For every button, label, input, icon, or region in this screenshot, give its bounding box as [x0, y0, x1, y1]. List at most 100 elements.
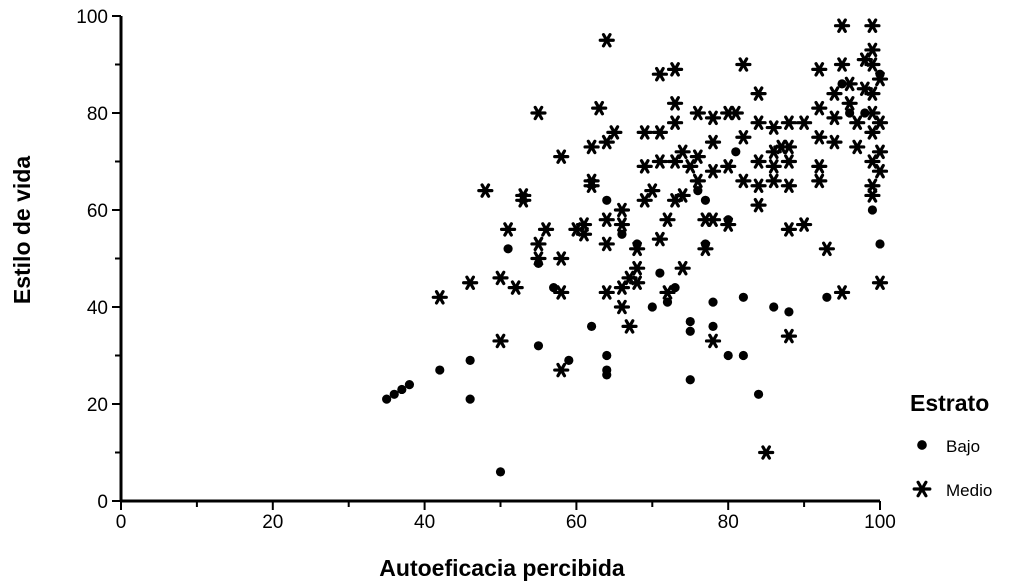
data-point-medio: [795, 217, 813, 232]
data-points: [382, 18, 889, 477]
data-point-medio: [864, 86, 881, 101]
data-point-medio: [780, 222, 798, 237]
data-point-medio: [613, 217, 631, 232]
data-point-medio: [462, 275, 479, 290]
data-point-medio: [811, 173, 828, 189]
data-point-medio: [674, 188, 691, 203]
data-point-medio: [674, 260, 691, 276]
data-point-medio: [553, 251, 570, 266]
data-point-medio: [477, 183, 494, 198]
y-axis-title: Estilo de vida: [9, 156, 35, 304]
data-point-medio: [735, 130, 752, 145]
data-point-medio: [704, 333, 722, 349]
data-point-medio: [613, 299, 631, 315]
axes: [119, 16, 880, 503]
data-point-medio: [431, 290, 448, 305]
y-axis-ticks: 0 20 40 60 80 100: [76, 7, 121, 513]
data-point-medio: [704, 163, 722, 179]
data-point-medio: [553, 362, 570, 378]
data-point-medio: [613, 280, 631, 295]
data-point-medio: [598, 134, 615, 150]
data-point-medio: [651, 231, 668, 247]
data-point-medio: [864, 125, 881, 140]
data-point-bajo: [382, 394, 392, 404]
data-point-medio: [636, 159, 653, 174]
legend-marker: [912, 480, 932, 498]
data-point-bajo: [495, 467, 506, 477]
data-point-medio: [530, 105, 547, 121]
legend-title: Estrato: [910, 390, 989, 416]
data-point-medio: [849, 139, 866, 155]
data-point-medio: [811, 159, 828, 174]
data-point-medio: [841, 96, 858, 111]
data-point-bajo: [822, 292, 832, 302]
data-point-bajo: [404, 380, 415, 390]
data-point-medio: [629, 260, 646, 276]
data-point-bajo: [586, 321, 597, 331]
data-point-medio: [666, 115, 684, 130]
data-point-medio: [651, 66, 668, 82]
data-point-medio: [636, 125, 653, 140]
data-point-bajo: [670, 283, 680, 293]
data-point-medio: [864, 57, 881, 72]
data-point-medio: [833, 18, 851, 33]
data-point-medio: [682, 159, 699, 174]
data-point-bajo: [435, 365, 445, 375]
data-point-medio: [629, 275, 646, 290]
x-axis-ticks: 0 20 40 60 80 100: [116, 501, 896, 533]
data-point-medio: [871, 144, 889, 160]
y-tick-label: 0: [97, 492, 108, 513]
data-point-medio: [499, 222, 517, 237]
data-point-bajo: [738, 292, 748, 302]
data-point-bajo: [389, 389, 399, 399]
data-point-medio: [780, 154, 798, 169]
data-point-medio: [720, 217, 737, 232]
data-point-medio: [871, 115, 889, 130]
y-tick-label: 80: [87, 104, 108, 125]
data-point-medio: [583, 139, 600, 155]
data-point-medio: [583, 173, 600, 189]
data-point-medio: [826, 134, 843, 150]
data-point-bajo: [549, 283, 559, 293]
data-point-medio: [598, 33, 615, 48]
data-point-medio: [826, 110, 843, 126]
x-tick-label: 20: [262, 512, 283, 533]
data-point-medio: [811, 130, 828, 145]
data-point-medio: [659, 285, 676, 300]
data-point-bajo: [533, 341, 544, 351]
data-point-medio: [606, 125, 623, 140]
data-point-medio: [864, 154, 881, 169]
legend-items: Bajo Medio: [912, 437, 992, 500]
data-point-medio: [598, 212, 615, 227]
data-point-medio: [697, 241, 714, 257]
data-point-bajo: [723, 350, 733, 361]
data-point-medio: [507, 280, 524, 295]
y-tick-label: 40: [87, 298, 108, 319]
data-point-medio: [849, 115, 866, 130]
data-point-bajo: [693, 186, 703, 196]
data-point-medio: [811, 100, 828, 116]
data-point-medio: [621, 319, 638, 334]
data-point-medio: [704, 110, 722, 126]
data-point-bajo: [662, 297, 673, 307]
y-tick-label: 100: [76, 7, 108, 28]
data-point-bajo: [845, 108, 855, 118]
data-point-medio: [735, 173, 752, 189]
data-point-medio: [864, 18, 881, 33]
data-point-medio: [659, 212, 676, 227]
data-point-bajo: [685, 326, 695, 336]
y-tick-label: 60: [87, 201, 108, 222]
data-point-medio: [841, 76, 858, 92]
data-point-medio: [553, 285, 570, 300]
data-point-medio: [811, 62, 828, 77]
data-point-medio: [598, 236, 615, 252]
data-point-medio: [613, 202, 631, 218]
data-point-medio: [492, 270, 509, 286]
data-point-bajo: [738, 350, 748, 361]
data-point-bajo: [731, 147, 741, 157]
data-point-bajo: [602, 195, 612, 205]
legend-marker: [917, 440, 927, 450]
data-point-medio: [795, 115, 813, 130]
data-point-medio: [750, 115, 767, 130]
data-point-bajo: [655, 268, 665, 278]
